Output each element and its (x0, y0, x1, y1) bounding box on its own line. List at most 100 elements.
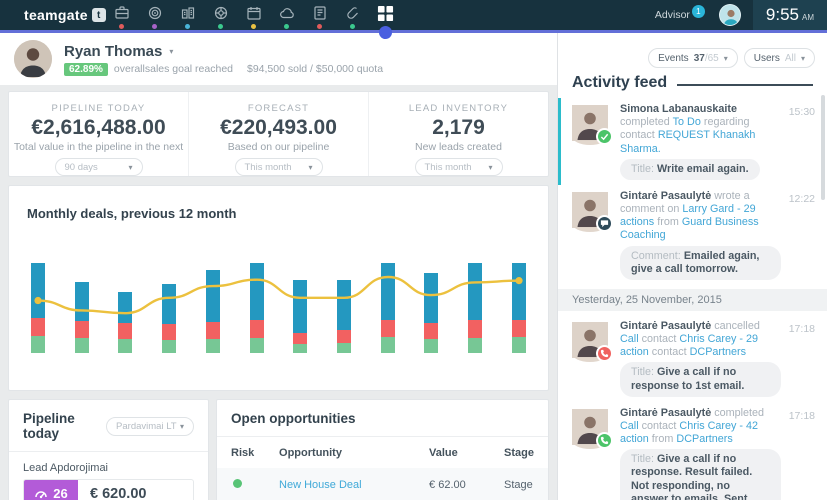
card-title: Pipeline today (23, 411, 75, 441)
feed-link[interactable]: DCPartners (689, 346, 747, 359)
opportunity-value: € 62.00 (429, 479, 466, 491)
feed-muted-text: contact (648, 346, 690, 359)
feed-note: Title: Give a call if no response to 1st… (620, 362, 781, 397)
advisor-notification-badge[interactable]: 1 (691, 4, 705, 18)
forecast-kpi: FORECAST €220,493.00 Based on our pipeli… (188, 92, 368, 176)
kpi-caption: Based on our pipeline (227, 141, 330, 153)
portfolio-icon[interactable] (112, 1, 132, 29)
feed-item: Gintarė Pasaulytė cancelled Call contact… (558, 315, 827, 402)
chart-bar (511, 258, 526, 353)
cloud-icon[interactable] (277, 1, 297, 29)
bottom-segment (31, 335, 45, 353)
feed-time: 15:30 (788, 106, 815, 118)
feed-text: Gintarė Pasaulytė wrote a comment on Lar… (620, 190, 781, 243)
chevron-down-icon: ▾ (800, 53, 805, 63)
top-segment (31, 262, 45, 318)
feed-link[interactable]: Chris Carey - 42 action (620, 419, 759, 446)
pipeline-filter-dropdown[interactable]: Pardavimai LT ▾ (106, 416, 195, 436)
actor-name: Gintarė Pasaulytė (620, 189, 712, 202)
advisor-label[interactable]: Advisor (654, 9, 690, 21)
middle-segment (293, 333, 308, 344)
users-filter-dropdown[interactable]: Users All ▾ (743, 48, 815, 68)
pipeline-today-card: Pipeline today Pardavimai LT ▾ Lead Apdor… (8, 399, 210, 500)
feed-link[interactable]: Chris Carey - 29 action (620, 333, 759, 359)
navbar-user-avatar[interactable] (718, 4, 741, 26)
feed-link[interactable]: Call (620, 333, 639, 346)
chevron-down-icon: ▾ (488, 162, 493, 172)
contacts-icon[interactable] (211, 1, 231, 29)
chart-bar (118, 258, 133, 353)
monthly-deals-chart (31, 258, 526, 353)
top-segment (337, 279, 352, 331)
report-icon[interactable] (310, 1, 330, 29)
logo-text: teamgate (24, 7, 88, 23)
feed-muted-text: completed (711, 406, 765, 419)
feed-avatar[interactable] (572, 408, 608, 449)
chevron-down-icon: ▾ (180, 421, 185, 431)
chevron-down-icon[interactable]: ▾ (169, 46, 174, 56)
feed-link[interactable]: DCPartners (676, 433, 733, 446)
nav-dot (218, 24, 224, 29)
feed-muted-text: contact (638, 333, 680, 346)
kpi-label: PIPELINE TODAY (51, 103, 146, 114)
nav-dot (284, 24, 290, 29)
stage-row[interactable]: 26 € 620.00 (23, 479, 195, 500)
feed-muted-text: from (648, 433, 677, 446)
bottom-segment (380, 336, 395, 353)
bottom-segment (424, 339, 439, 353)
bottom-segment (337, 343, 352, 353)
events-filter-dropdown[interactable]: Events 37/65 ▾ (648, 48, 738, 68)
chart-bar (31, 258, 45, 353)
middle-segment (249, 319, 264, 338)
middle-segment (74, 321, 89, 338)
feed-muted-text: completed (620, 116, 673, 129)
middle-segment (468, 320, 483, 338)
attachment-icon[interactable] (343, 1, 363, 29)
feed-link[interactable]: Call (620, 419, 639, 432)
clock-ampm: AM (802, 12, 814, 22)
card-title: Open opportunities (231, 411, 356, 426)
user-name[interactable]: Ryan Thomas (64, 42, 163, 60)
top-segment (74, 281, 89, 322)
goal-text: overallsales goal reached (113, 63, 233, 75)
feed-item: Simona Labanauskaite completed To Do reg… (558, 98, 827, 185)
trend-line (34, 275, 523, 315)
bottom-segment (118, 338, 133, 353)
teamgate-logo[interactable]: teamgate t (24, 7, 106, 23)
bottom-segment (511, 336, 526, 353)
bottom-segment (162, 340, 177, 353)
feed-time: 12:22 (788, 192, 815, 205)
feed-link[interactable]: REQUEST Khanakh Sharma. (620, 129, 756, 155)
nav-dot (251, 24, 257, 29)
nav-dot (119, 24, 125, 29)
nav-dot (350, 24, 356, 29)
bottom-segment (468, 337, 483, 353)
top-segment (380, 262, 395, 320)
chart-bar (74, 258, 89, 353)
middle-segment (31, 317, 45, 336)
target-icon[interactable] (145, 1, 165, 29)
feed-scrollbar[interactable] (821, 95, 825, 200)
chevron-down-icon: ▾ (723, 53, 728, 63)
feed-link[interactable]: To Do (672, 116, 701, 129)
lead-inventory-range-dropdown[interactable]: This month ▾ (414, 158, 503, 176)
feed-text: Gintarė Pasaulytė completed Call contact… (620, 407, 781, 447)
phone-icon (600, 436, 609, 444)
chart-bar (468, 258, 483, 353)
top-segment (118, 291, 133, 324)
middle-segment (118, 323, 133, 339)
pipeline-range-dropdown[interactable]: 90 days ▾ (54, 158, 143, 176)
opportunity-link[interactable]: New House Deal (279, 479, 362, 491)
kpi-cards: PIPELINE TODAY €2,616,488.00 Total value… (8, 91, 549, 177)
user-avatar[interactable] (14, 40, 52, 78)
forecast-range-dropdown[interactable]: This month ▾ (234, 158, 323, 176)
feed-item: Gintarė Pasaulytė completed Call contact… (558, 402, 827, 500)
feed-link[interactable]: Guard Business Coaching (620, 216, 759, 242)
dashboard-icon[interactable] (376, 1, 396, 29)
table-row[interactable]: New House Deal € 62.00 Stage (217, 468, 548, 500)
companies-icon[interactable] (178, 1, 198, 29)
chart-bar (249, 258, 264, 353)
calendar-icon[interactable] (244, 1, 264, 29)
activity-feed-panel: Events 37/65 ▾ Users All ▾ Activity feed… (557, 33, 827, 500)
feed-link[interactable]: Larry Gard - 29 actions (620, 203, 756, 229)
